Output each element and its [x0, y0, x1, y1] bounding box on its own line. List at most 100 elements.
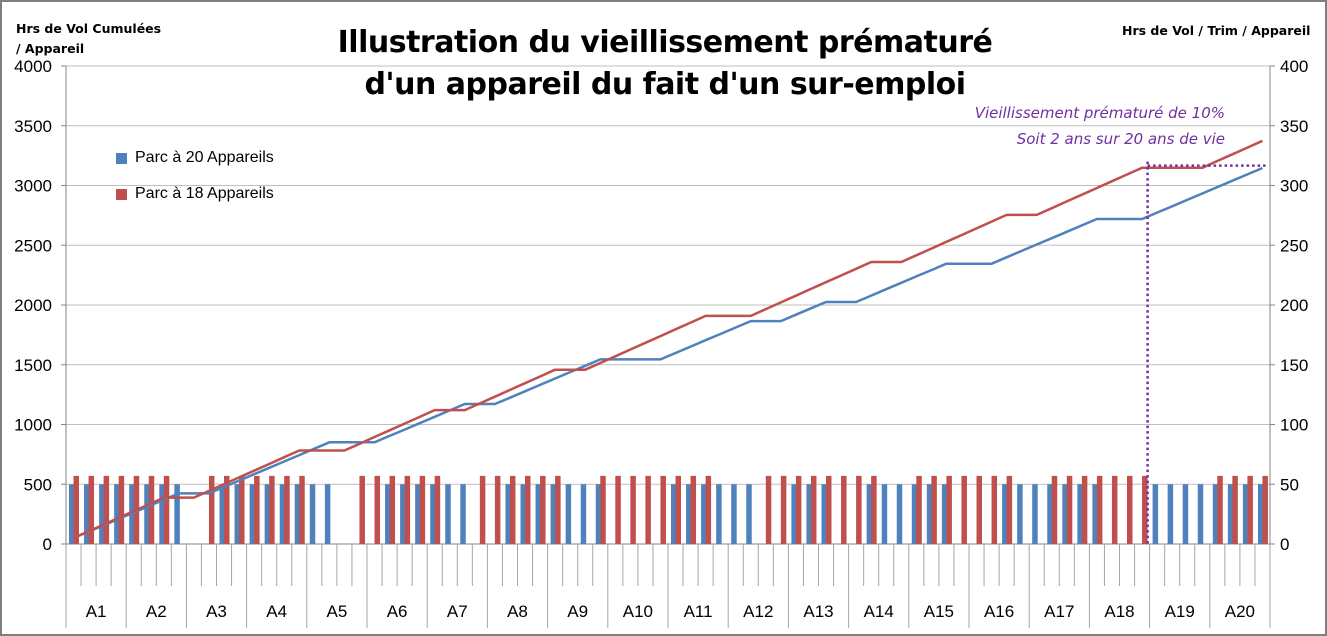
bar-parc-20	[731, 484, 737, 544]
bar-parc-18	[841, 475, 847, 544]
chart-title-line2: d'un appareil du fait d'un sur-emploi	[364, 67, 966, 102]
category-label: A14	[864, 602, 894, 621]
bar-parc-20	[219, 484, 225, 544]
bar-parc-18	[1066, 475, 1073, 544]
bar-parc-20	[1152, 484, 1159, 544]
bar-parc-18	[1081, 475, 1088, 544]
y-right-tick-label: 250	[1280, 236, 1308, 255]
bar-parc-20	[686, 484, 692, 544]
y-left-tick-label: 3500	[14, 117, 52, 136]
category-label: A17	[1044, 602, 1074, 621]
y-right-tick-label: 150	[1280, 356, 1308, 375]
y-axis-left-label: Hrs de Vol Cumulées / Appareil	[16, 19, 161, 59]
category-label: A16	[984, 602, 1014, 621]
bar-parc-20	[881, 484, 888, 544]
category-label: A19	[1165, 602, 1195, 621]
bar-parc-18	[299, 475, 305, 544]
y-left-tick-label: 500	[24, 475, 52, 494]
bar-parc-18	[389, 475, 396, 544]
bar-parc-20	[415, 484, 421, 544]
bar-parc-20	[911, 484, 918, 544]
bar-parc-18	[826, 475, 832, 544]
legend: Parc à 20 Appareils Parc à 18 Appareils	[116, 140, 274, 212]
bar-parc-18	[525, 475, 531, 544]
bar-parc-18	[690, 475, 697, 544]
bar-parc-18	[765, 475, 772, 544]
bar-parc-20	[520, 484, 526, 544]
category-label: A8	[507, 602, 528, 621]
bar-parc-18	[705, 475, 712, 544]
bar-parc-18	[555, 475, 561, 544]
y-left-tick-label: 1500	[14, 356, 52, 375]
bar-parc-18	[1006, 475, 1013, 544]
bar-parc-20	[1257, 484, 1264, 544]
bar-parc-20	[505, 484, 511, 544]
bar-parc-18	[856, 475, 862, 544]
y-axis-left-label-line1: Hrs de Vol Cumulées	[16, 21, 162, 36]
bar-parc-18	[208, 475, 215, 544]
bar-parc-20	[294, 484, 301, 544]
bar-parc-20	[896, 484, 903, 544]
y-right-tick-label: 0	[1280, 535, 1289, 554]
bar-parc-20	[580, 484, 587, 544]
category-label: A11	[684, 602, 713, 621]
bar-parc-18	[660, 475, 666, 544]
bar-parc-20	[926, 484, 933, 544]
bar-parc-18	[374, 475, 380, 544]
legend-label: Parc à 18 Appareils	[135, 185, 274, 202]
bar-parc-18	[961, 475, 967, 544]
bar-parc-20	[565, 484, 572, 544]
y-right-tick-label: 200	[1280, 296, 1308, 315]
bar-parc-20	[99, 484, 105, 544]
bar-parc-20	[535, 484, 542, 544]
bar-parc-20	[234, 484, 241, 544]
bar-parc-18	[148, 475, 155, 544]
bar-parc-20	[159, 484, 165, 544]
category-label: A15	[924, 602, 954, 621]
bar-parc-20	[144, 484, 150, 544]
category-label: A12	[743, 602, 773, 621]
bar-parc-20	[460, 484, 466, 544]
bar-parc-20	[1212, 484, 1219, 544]
bar-parc-18	[630, 475, 636, 544]
bar-parc-18	[1111, 475, 1118, 544]
bar-parc-20	[1242, 484, 1249, 544]
y-left-tick-label: 4000	[14, 57, 52, 76]
bar-parc-18	[615, 475, 621, 544]
chart-title-line1: Illustration du vieillissement prématuré	[337, 25, 993, 60]
legend-swatch-blue-icon	[116, 152, 127, 164]
bar-parc-20	[309, 484, 316, 544]
y-left-tick-label: 3000	[14, 177, 52, 196]
y-right-tick-label: 350	[1280, 117, 1308, 136]
annotation-line1: Vieillissement prématuré de 10%	[974, 104, 1225, 122]
bar-parc-20	[249, 484, 256, 544]
bar-parc-18	[1232, 475, 1238, 544]
bar-parc-20	[1182, 484, 1189, 544]
category-label: A4	[266, 602, 287, 621]
bar-parc-20	[671, 484, 677, 544]
bar-parc-18	[1217, 475, 1223, 544]
bar-parc-18	[509, 475, 516, 544]
bar-parc-20	[791, 484, 797, 544]
bar-parc-20	[69, 484, 75, 544]
legend-label: Parc à 20 Appareils	[135, 149, 274, 166]
bar-parc-18	[931, 475, 937, 544]
bar-parc-18	[284, 475, 290, 544]
bar-parc-20	[1077, 484, 1083, 544]
bar-parc-18	[795, 475, 802, 544]
bar-parc-18	[479, 475, 486, 544]
bar-parc-20	[1017, 484, 1023, 544]
bar-parc-20	[279, 484, 286, 544]
bar-parc-20	[701, 484, 707, 544]
bar-parc-18	[976, 475, 982, 544]
bar-parc-18	[946, 475, 952, 544]
line-parc-20	[73, 166, 1263, 540]
category-label: A6	[387, 602, 408, 621]
category-label: A2	[146, 602, 167, 621]
bar-parc-18	[73, 475, 79, 544]
bar-parc-20	[1062, 484, 1068, 544]
y-left-tick-label: 2000	[14, 296, 52, 315]
bar-parc-18	[88, 475, 95, 544]
bar-parc-18	[103, 475, 110, 544]
bar-parc-18	[1127, 475, 1133, 544]
